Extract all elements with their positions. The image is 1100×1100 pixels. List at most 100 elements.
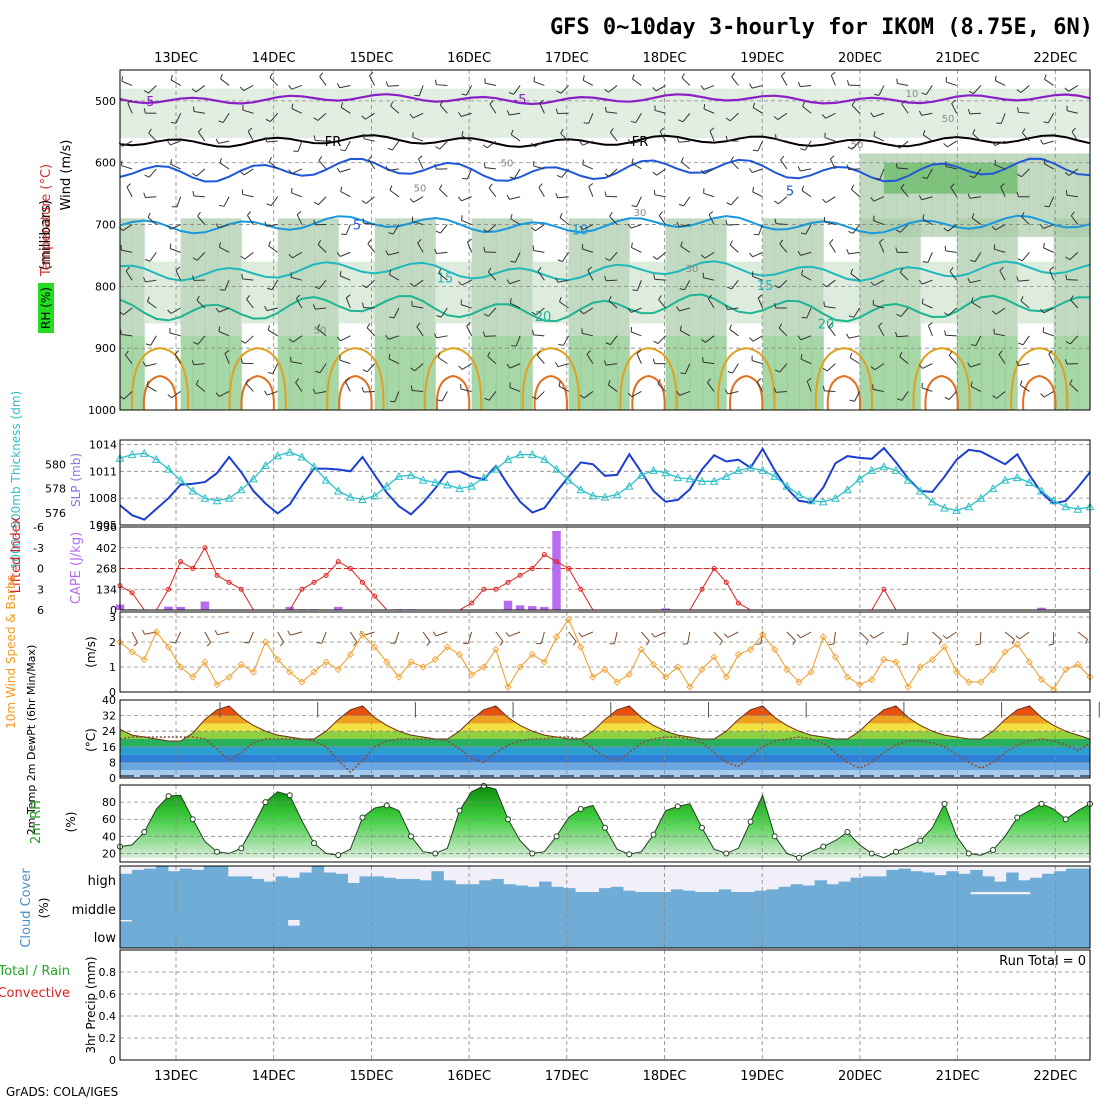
- cloud-bar-mid: [814, 892, 828, 920]
- wind-barb-feather: [288, 253, 293, 259]
- wind-speed-marker: [916, 663, 924, 671]
- rh-marker: [941, 800, 948, 807]
- wind-barb: [779, 243, 788, 253]
- rh-shade-light: [1041, 261, 1055, 324]
- rh-shade-low: [411, 335, 424, 410]
- wind-barb: [800, 631, 812, 639]
- wind-barb: [1042, 140, 1054, 145]
- lifted-index-marker: [178, 559, 184, 565]
- wind-barb-feather: [896, 398, 902, 401]
- cloud-bar-low: [311, 920, 325, 948]
- cloud-bar-mid: [1042, 892, 1055, 920]
- cloud-bar-mid: [646, 892, 660, 920]
- cloud-bar-low: [838, 920, 851, 948]
- cloud-bar-low: [563, 920, 576, 948]
- wind-barb: [1043, 331, 1054, 337]
- wind-barb-feather: [582, 75, 585, 81]
- wind-barb: [533, 249, 545, 253]
- wind-barb: [631, 162, 642, 170]
- wind-barb-feather: [944, 396, 950, 400]
- wind-barb-feather: [1015, 360, 1019, 366]
- wind-barb: [536, 391, 545, 400]
- cloud-bar-mid: [323, 892, 337, 920]
- wind-barb-feather: [487, 351, 491, 357]
- wind-barb: [727, 224, 739, 226]
- cloud-bar-low: [155, 920, 169, 948]
- cloud-bar-high: [179, 868, 193, 892]
- thickness-marker: [818, 497, 828, 506]
- wind-barb-feather: [630, 326, 633, 332]
- wind-barb-feather: [461, 130, 464, 137]
- date-label-top: 21DEC: [936, 51, 980, 66]
- wind-barb: [417, 242, 424, 253]
- wind-barb-feather: [921, 298, 924, 304]
- wind-barb: [538, 186, 545, 197]
- wind-barb: [196, 299, 206, 309]
- cloud-bar-mid: [395, 892, 408, 920]
- rh-shade-mid-late: [1065, 153, 1079, 237]
- thickness-marker: [503, 454, 513, 463]
- wind-barb: [514, 252, 521, 263]
- wind-barb-feather: [1071, 127, 1076, 133]
- wind-barb-feather: [385, 81, 389, 87]
- wind-barb: [344, 140, 351, 152]
- rh-shade-upper: [253, 88, 266, 138]
- wind-barb-feather: [264, 136, 268, 143]
- wind-speed-marker: [468, 670, 476, 679]
- rh-marker: [1038, 800, 1045, 807]
- temp-contour-30-dome: [826, 374, 862, 411]
- wind-barb-feather: [631, 205, 637, 208]
- wind-barb: [390, 105, 400, 114]
- wind-barb: [392, 224, 400, 235]
- cloud-bar-low: [491, 920, 504, 948]
- wind-barb-feather: [943, 227, 949, 232]
- thickness-marker: [552, 464, 561, 473]
- wind-barb-feather: [918, 195, 923, 201]
- wind-barb-feather: [219, 158, 222, 164]
- cloud-bar-high: [670, 889, 684, 892]
- wind-barb: [995, 80, 1006, 86]
- wind-speed-marker: [177, 663, 185, 671]
- wind-barb: [412, 136, 424, 142]
- wind-barb-feather: [991, 141, 996, 146]
- wind-barb: [780, 75, 788, 86]
- wind-barb-feather: [461, 93, 467, 96]
- wind-barb-feather: [539, 99, 544, 104]
- thickness-marker: [479, 473, 489, 482]
- cloud-bar-low: [1006, 920, 1019, 948]
- wind-barb-feather: [723, 633, 729, 638]
- wind-barb-feather: [266, 203, 272, 207]
- wind-barb-feather: [167, 394, 172, 399]
- cloud-bar-high: [251, 879, 265, 892]
- wind-barb-feather: [287, 630, 291, 636]
- wind-barb: [679, 390, 691, 396]
- wind-barb: [778, 196, 788, 205]
- date-label-bottom: 21DEC: [936, 1069, 980, 1084]
- wind-speed-marker: [734, 650, 742, 659]
- wind-barb-feather: [895, 247, 898, 253]
- wind-barb: [485, 82, 496, 86]
- wind-barb-feather: [389, 185, 393, 191]
- wind-barb-feather: [120, 329, 122, 335]
- wind-barb: [171, 391, 181, 399]
- wind-barb-feather: [317, 240, 322, 245]
- wind-barb: [388, 335, 400, 340]
- wind-barb-feather: [1017, 107, 1019, 113]
- wind-barb: [243, 85, 254, 92]
- cloud-bar-mid: [694, 892, 708, 920]
- rh-shade-upper: [289, 88, 303, 138]
- thickness-marker: [1012, 473, 1022, 482]
- wind-barb: [272, 363, 279, 374]
- rh-shade-upper: [532, 88, 545, 138]
- wind-barb-feather: [822, 283, 827, 288]
- wind-barb: [630, 224, 642, 229]
- lifted-index-marker: [347, 566, 353, 571]
- wind-barb-feather: [126, 183, 131, 188]
- wind-barb-feather: [215, 307, 220, 313]
- rh-shade-upper: [435, 88, 448, 138]
- cloud-bar-low: [227, 920, 241, 948]
- cloud-bar-mid: [551, 892, 564, 920]
- wind-tick: 2: [109, 636, 116, 649]
- wind-barb-feather: [506, 279, 511, 285]
